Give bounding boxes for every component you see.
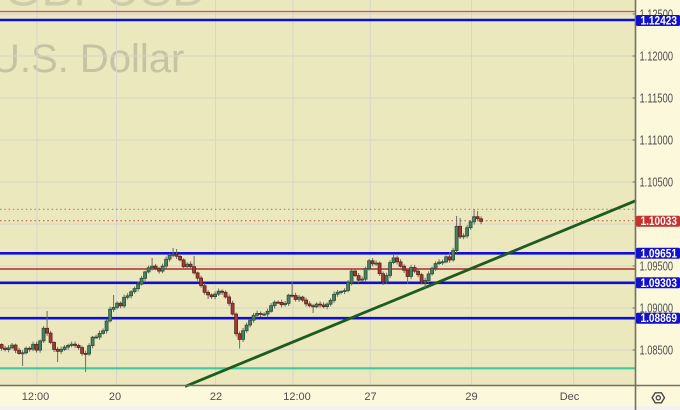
svg-text:1.12423: 1.12423: [641, 16, 678, 28]
svg-text:1.08500: 1.08500: [640, 343, 674, 358]
svg-text:22: 22: [210, 391, 222, 403]
svg-text:12:00: 12:00: [22, 391, 50, 403]
svg-text:U.S. Dollar: U.S. Dollar: [0, 37, 184, 81]
svg-text:1.09651: 1.09651: [641, 248, 678, 260]
svg-text:1.09500: 1.09500: [640, 259, 674, 274]
svg-text:1.09000: 1.09000: [640, 301, 674, 316]
svg-text:1.08869: 1.08869: [641, 313, 678, 325]
svg-text:1.11500: 1.11500: [640, 91, 674, 106]
svg-text:29: 29: [465, 391, 477, 403]
svg-text:1.12000: 1.12000: [640, 49, 674, 64]
svg-text:1.11000: 1.11000: [640, 133, 674, 148]
svg-text:1.09303: 1.09303: [641, 278, 678, 290]
svg-text:1.10033: 1.10033: [641, 216, 678, 228]
svg-text:27: 27: [364, 391, 376, 403]
svg-text:GBPUSD: GBPUSD: [4, 0, 207, 17]
svg-text:20: 20: [109, 391, 121, 403]
svg-text:Dec: Dec: [560, 391, 580, 403]
svg-text:1.10500: 1.10500: [640, 175, 674, 190]
svg-text:12:00: 12:00: [283, 391, 311, 403]
